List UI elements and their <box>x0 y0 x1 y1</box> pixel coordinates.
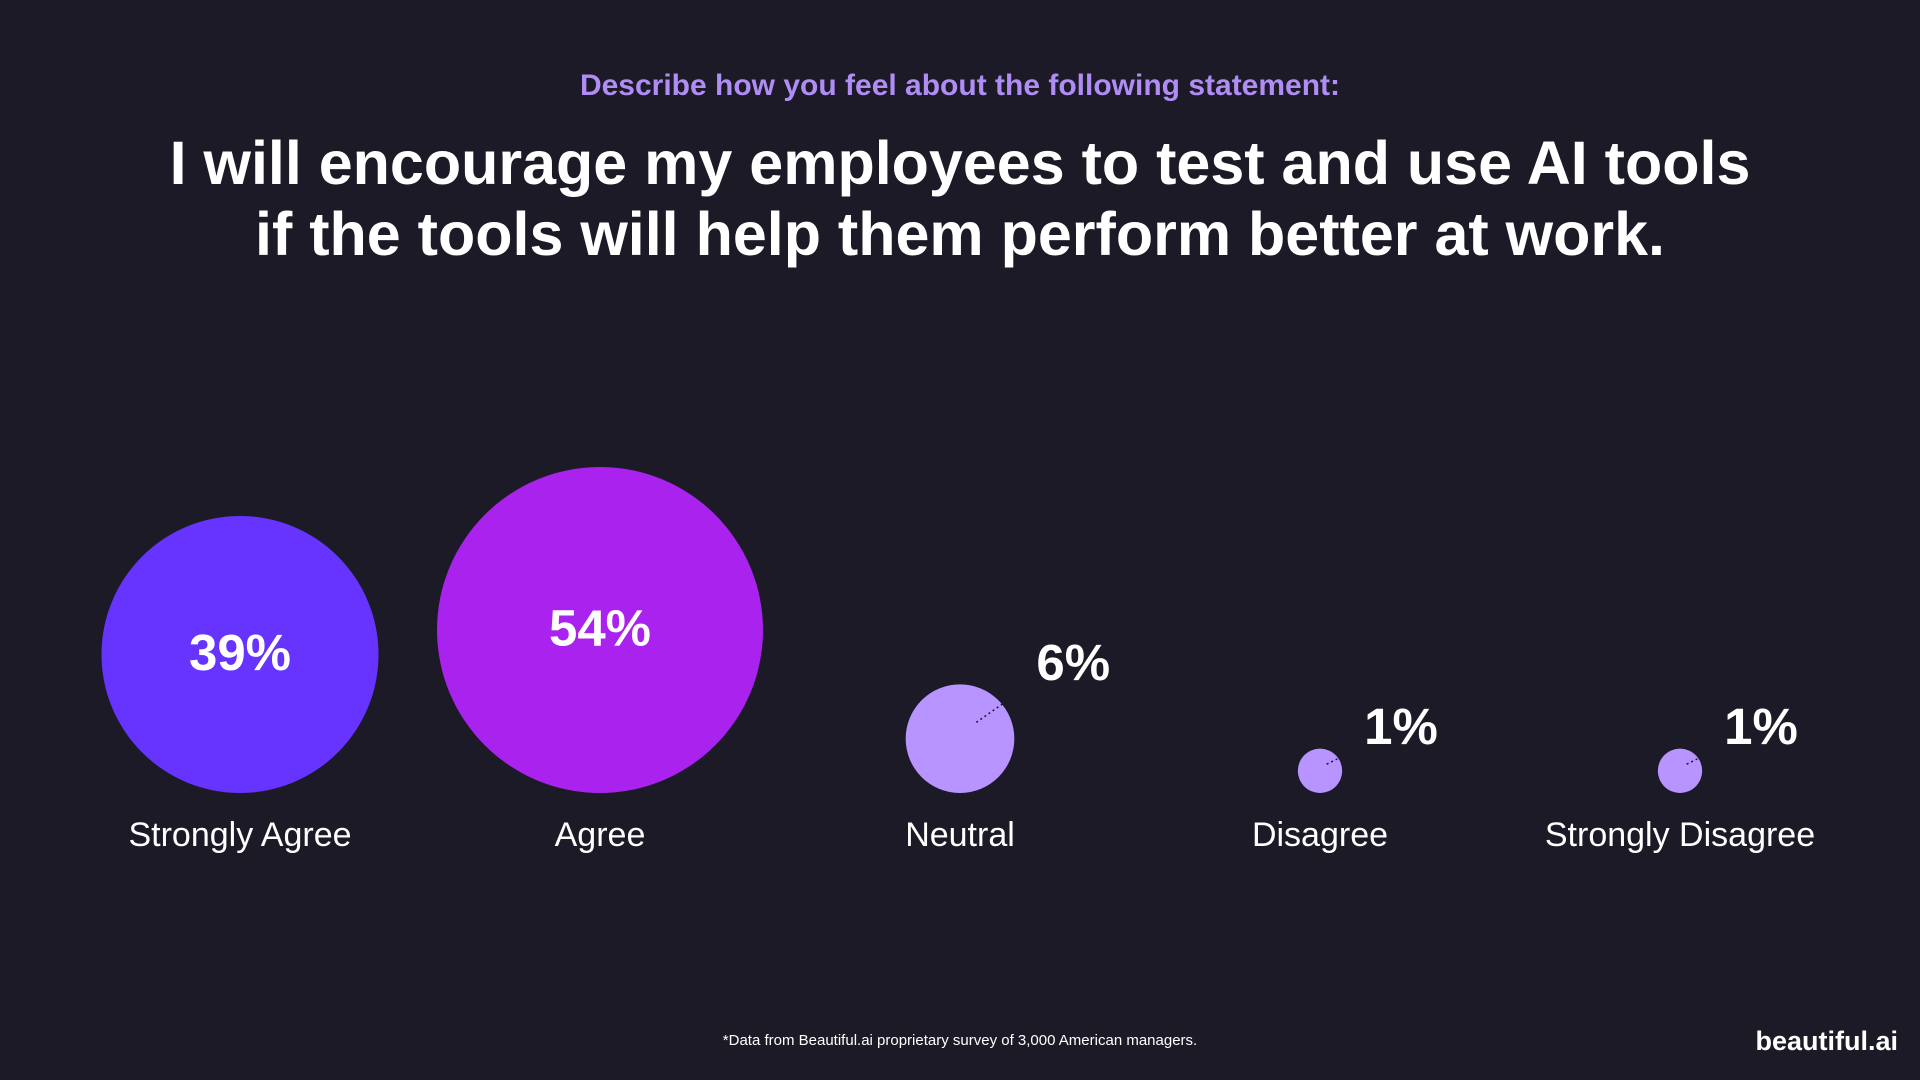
value-label: 54% <box>549 599 651 656</box>
category-label: Disagree <box>1252 816 1388 854</box>
category-label: Neutral <box>905 816 1015 854</box>
category-label: Strongly Agree <box>128 816 351 854</box>
value-label: 1% <box>1724 698 1798 755</box>
value-label: 39% <box>189 624 291 681</box>
chart-title: I will encourage my employees to test an… <box>170 129 1751 197</box>
chart-title: if the tools will help them perform bett… <box>255 200 1665 268</box>
bubble <box>1297 748 1343 793</box>
leader-line <box>975 683 1031 723</box>
bubble <box>905 684 1015 794</box>
leader-line <box>1686 747 1719 765</box>
category-label: Strongly Disagree <box>1545 816 1815 854</box>
bubble <box>101 515 379 793</box>
chart-subtitle: Describe how you feel about the followin… <box>580 69 1340 102</box>
bubble <box>437 467 763 793</box>
leader-line <box>1326 747 1359 765</box>
footnote: *Data from Beautiful.ai proprietary surv… <box>723 1032 1197 1049</box>
value-label: 1% <box>1364 698 1438 755</box>
bubble <box>1657 748 1703 793</box>
category-label: Agree <box>555 816 646 854</box>
value-label: 6% <box>1036 634 1110 691</box>
logo: beautiful.ai <box>1755 1026 1898 1056</box>
